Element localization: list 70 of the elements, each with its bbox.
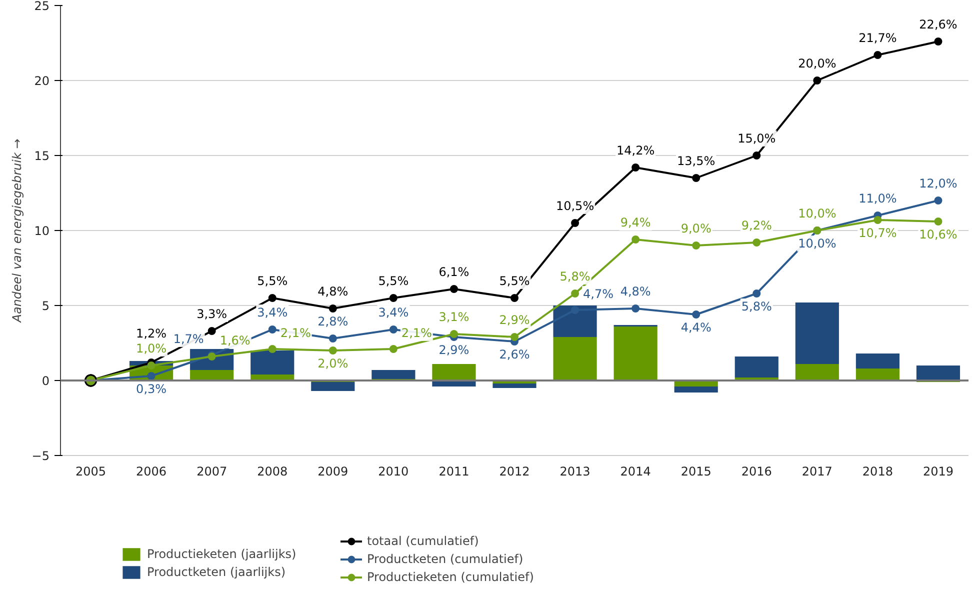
- data-label: 5,5%: [257, 274, 288, 288]
- data-label: 2,1%: [401, 326, 432, 340]
- data-label: 0,3%: [136, 382, 167, 396]
- data-label: 20,0%: [798, 56, 836, 70]
- data-label: 3,4%: [378, 306, 409, 320]
- x-tick-label: 2018: [862, 464, 893, 478]
- data-label: 1,7%: [173, 332, 204, 346]
- y-tick-label: 20: [34, 74, 50, 88]
- x-tick-label: 2007: [196, 464, 228, 478]
- x-tick-label: 2013: [560, 464, 590, 478]
- data-label: 10,7%: [858, 226, 897, 240]
- x-tick-label: 2011: [438, 464, 470, 478]
- data-label: 5,5%: [499, 274, 530, 288]
- data-label: 9,2%: [741, 218, 772, 232]
- data-label: 2,8%: [318, 314, 348, 328]
- x-tick-label: 2019: [922, 464, 954, 478]
- data-label: 9,0%: [680, 222, 712, 236]
- legend-label: totaal (cumulatief): [367, 534, 479, 548]
- data-label: 4,8%: [620, 284, 651, 298]
- y-axis-title: Aandeel van energiegebruik →: [10, 138, 24, 324]
- x-tick-label: 2014: [620, 464, 651, 478]
- data-label: 10,0%: [798, 236, 836, 250]
- data-label: 21,7%: [858, 31, 897, 45]
- data-label: 1,6%: [220, 334, 250, 348]
- data-label: 2,6%: [499, 348, 530, 362]
- data-label: 10,5%: [556, 199, 594, 213]
- y-tick-label: 5: [42, 299, 50, 313]
- data-label: 1,0%: [136, 342, 167, 356]
- y-tick-label: 25: [34, 0, 50, 13]
- x-tick-label: 2005: [75, 464, 106, 478]
- x-tick-label: 2017: [802, 464, 832, 478]
- x-tick-label: 2015: [680, 464, 712, 478]
- data-label: 9,4%: [620, 216, 651, 230]
- x-tick-label: 2006: [136, 464, 167, 478]
- legend-label: Productieketen (cumulatief): [367, 570, 534, 584]
- data-label: 3,4%: [257, 306, 288, 320]
- data-label: 2,9%: [438, 343, 470, 357]
- data-label: 10,6%: [919, 228, 958, 242]
- data-label: 5,8%: [560, 270, 590, 284]
- legend-label: Productieketen (jaarlijks): [147, 547, 296, 561]
- data-label: 15,0%: [738, 132, 776, 146]
- legend-label: Productketen (cumulatief): [367, 552, 524, 566]
- data-label: 6,1%: [438, 265, 470, 279]
- data-label: 12,0%: [919, 176, 958, 190]
- data-label: 2,1%: [280, 326, 311, 340]
- y-tick-label: 10: [34, 224, 50, 238]
- data-label: 11,0%: [858, 192, 897, 206]
- x-tick-label: 2012: [499, 464, 530, 478]
- data-label: 4,4%: [680, 320, 712, 334]
- data-label: 3,3%: [196, 307, 228, 321]
- data-label: 14,2%: [616, 144, 655, 158]
- y-tick-label: 0: [42, 374, 50, 388]
- data-label: 13,5%: [677, 154, 716, 168]
- data-label: 5,8%: [741, 300, 772, 314]
- legend-label: Productketen (jaarlijks): [147, 565, 286, 579]
- y-tick-label: 15: [34, 149, 50, 163]
- data-label: 3,1%: [438, 310, 470, 324]
- x-tick-label: 2008: [257, 464, 288, 478]
- data-label: 22,6%: [919, 18, 958, 32]
- data-label: 4,8%: [318, 284, 348, 298]
- data-label: 5,5%: [378, 274, 409, 288]
- x-tick-label: 2009: [318, 464, 348, 478]
- y-tick-label: −5: [32, 449, 50, 463]
- data-label: 10,0%: [798, 206, 836, 220]
- data-label: 1,2%: [136, 326, 167, 340]
- x-tick-label: 2010: [378, 464, 409, 478]
- data-label: 2,9%: [499, 313, 530, 327]
- data-label: 4,7%: [583, 287, 614, 301]
- data-label: 2,0%: [318, 356, 348, 370]
- x-tick-label: 2016: [741, 464, 772, 478]
